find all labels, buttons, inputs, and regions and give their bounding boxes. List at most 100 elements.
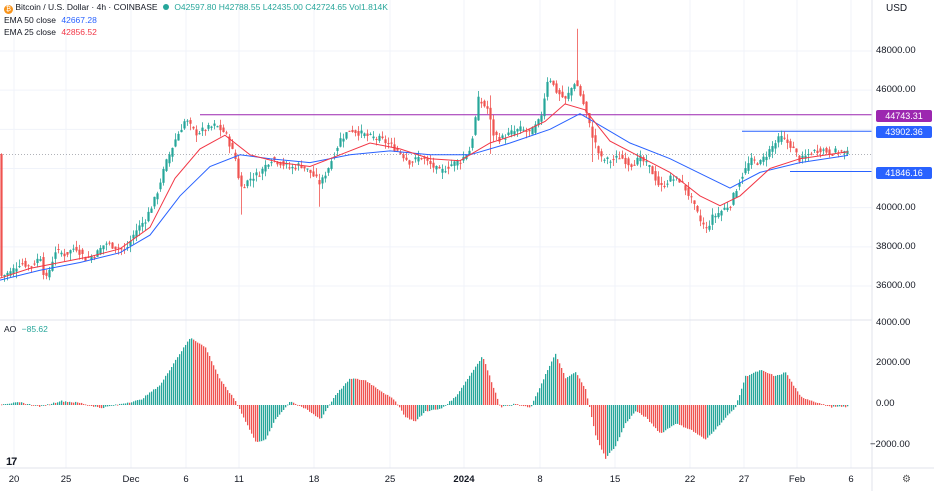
ao-bar: [619, 405, 621, 438]
ao-bar: [567, 377, 569, 405]
ao-bar: [279, 405, 281, 415]
ao-bar: [89, 405, 91, 406]
ao-bar: [389, 396, 391, 405]
ao-bar: [379, 390, 381, 405]
candle-body: [651, 166, 654, 175]
ao-bar: [213, 365, 215, 405]
y-tick-label: 36000.00: [876, 280, 916, 291]
ao-bar: [173, 363, 175, 405]
candle-body: [63, 253, 66, 257]
ao-bar: [131, 402, 133, 405]
candle-body: [693, 200, 696, 204]
ao-bar: [521, 405, 523, 406]
ao-bar: [769, 373, 771, 405]
ao-bar: [779, 374, 781, 405]
ema50-legend[interactable]: EMA 50 close 42667.28: [4, 15, 97, 26]
candle-body: [165, 159, 168, 171]
ao-bar: [473, 369, 475, 405]
candle-body: [321, 177, 324, 184]
candle-body: [789, 141, 792, 148]
ao-bar: [677, 405, 679, 424]
ao-bar: [617, 405, 619, 442]
candle-body: [825, 148, 828, 153]
settings-gear-icon[interactable]: ⚙: [902, 474, 911, 485]
ao-bar: [109, 405, 111, 407]
candle-body: [30, 266, 33, 268]
candle-body: [66, 252, 69, 255]
ao-bar: [77, 402, 79, 405]
ema25-legend[interactable]: EMA 25 close 42856.52: [4, 27, 97, 38]
candle-body: [12, 268, 15, 274]
tradingview-logo[interactable]: 17: [6, 456, 17, 468]
ao-bar: [583, 385, 585, 405]
ao-bar: [75, 401, 77, 405]
symbol-legend[interactable]: ₿ Bitcoin / U.S. Dollar · 4h · COINBASE …: [4, 2, 388, 14]
ao-bar: [821, 404, 823, 405]
ao-bar: [287, 404, 289, 406]
ao-bar: [349, 378, 351, 405]
candle-body: [570, 88, 573, 96]
candle-body: [708, 225, 711, 230]
ao-bar: [459, 391, 461, 405]
ao-bar: [595, 405, 597, 436]
ao-bar: [79, 402, 81, 405]
ao-bar: [231, 394, 233, 405]
candle-body: [576, 80, 579, 87]
candle-body: [183, 121, 186, 129]
candle-body: [504, 138, 507, 140]
candle-body: [411, 161, 414, 163]
candle-body: [222, 127, 225, 133]
candle-body: [159, 182, 162, 190]
candle-body: [288, 167, 291, 169]
candle-body: [771, 146, 774, 152]
ao-bar: [711, 405, 713, 434]
ao-bar: [839, 405, 841, 407]
candle-body: [621, 155, 624, 159]
candle-body: [636, 157, 639, 165]
ao-bar: [637, 405, 639, 413]
ao-bar: [107, 405, 109, 407]
candle-body: [564, 96, 567, 99]
ao-tick-label: −2000.00: [870, 439, 910, 450]
candle-body: [663, 185, 666, 187]
ao-bar: [137, 400, 139, 405]
ao-tick-label: 0.00: [876, 398, 895, 409]
ao-bar: [843, 405, 845, 407]
ao-bar: [309, 405, 311, 412]
ao-bar: [59, 401, 61, 405]
ao-tick-label: 4000.00: [876, 317, 911, 328]
ao-bar: [433, 405, 435, 410]
ao-bar: [233, 398, 235, 405]
ao-bar: [93, 405, 95, 407]
ao-bar: [757, 371, 759, 405]
candle-body: [18, 266, 21, 268]
candle-body: [36, 258, 39, 263]
ao-bar: [497, 398, 499, 405]
ao-bar: [673, 405, 675, 426]
ao-bar: [247, 405, 249, 426]
currency-selector[interactable]: USD: [886, 3, 908, 14]
ao-bar: [471, 372, 473, 405]
ao-bar: [155, 388, 157, 405]
candle-body: [780, 135, 783, 142]
ao-bar: [415, 405, 417, 422]
x-tick-label: 27: [738, 474, 750, 485]
ao-legend[interactable]: AO −85.62: [4, 324, 48, 335]
candle-body: [480, 101, 483, 104]
ao-bar: [69, 401, 71, 405]
ao-bar: [539, 388, 541, 405]
candle-body: [786, 139, 789, 143]
ao-bar: [547, 370, 549, 405]
ao-bar: [289, 402, 291, 405]
ao-bar: [31, 405, 33, 406]
ao-bar: [785, 372, 787, 405]
ao-bar: [819, 403, 821, 405]
candle-body: [726, 207, 729, 211]
ao-bar: [193, 339, 195, 405]
ao-bar: [195, 341, 197, 405]
x-tick-label: 25: [384, 474, 396, 485]
x-tick-label: Feb: [788, 474, 806, 485]
ao-bar: [455, 396, 457, 405]
ao-bar: [437, 405, 439, 410]
